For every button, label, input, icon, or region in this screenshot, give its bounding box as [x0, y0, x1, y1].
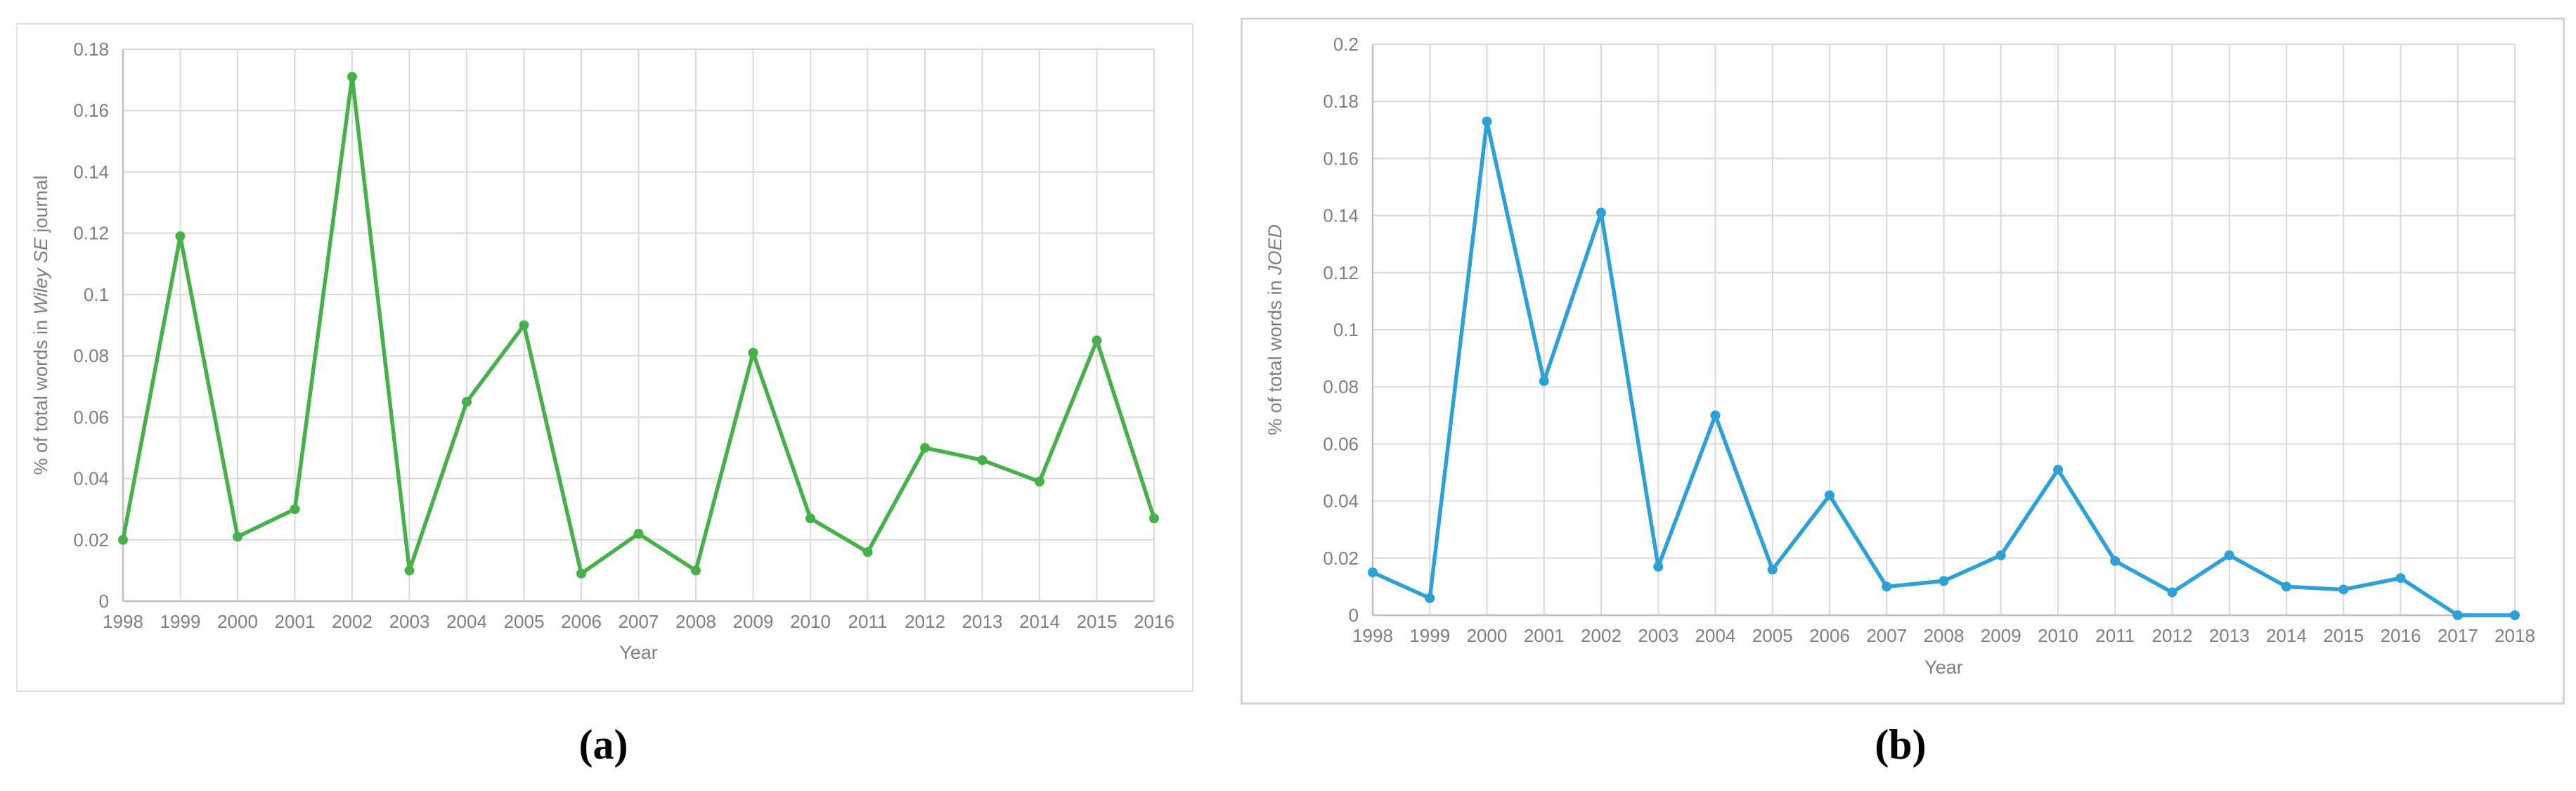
svg-text:0.08: 0.08: [73, 345, 109, 366]
gridlines-a: [123, 49, 1155, 601]
svg-text:0.02: 0.02: [1323, 548, 1359, 569]
svg-text:0.16: 0.16: [1323, 148, 1359, 169]
svg-text:2004: 2004: [1695, 625, 1736, 646]
svg-text:0.12: 0.12: [1323, 262, 1359, 283]
caption-a: (a): [578, 721, 628, 768]
svg-text:2006: 2006: [561, 611, 602, 632]
line-chart-a: 0 0.02 0.04 0.06 0.08 0.1 0.12 0.14 0.16 0.18 1998…: [30, 39, 1174, 663]
svg-text:0.2: 0.2: [1333, 34, 1359, 55]
svg-text:2007: 2007: [1866, 625, 1907, 646]
svg-text:2002: 2002: [1581, 625, 1622, 646]
svg-text:2005: 2005: [504, 611, 545, 632]
series-markers-b: [1368, 116, 2520, 620]
svg-text:0: 0: [1349, 605, 1359, 626]
y-tick-labels-b: 0 0.02 0.04 0.06 0.08 0.1 0.12 0.14 0.16 0.18 0.2: [1323, 34, 1359, 626]
x-tick-labels-a: 1998 1999 2000 2001 2002 2003 2004 2005 2006 2007…: [103, 611, 1174, 632]
svg-text:2012: 2012: [2152, 625, 2193, 646]
svg-text:2008: 2008: [1924, 625, 1965, 646]
svg-text:0.12: 0.12: [73, 223, 109, 244]
x-tick-labels-b: 1998 1999 2000 2001 2002 2003 2004 2005 2006 2007…: [1352, 625, 2535, 646]
svg-text:2018: 2018: [2494, 625, 2535, 646]
svg-text:2003: 2003: [1638, 625, 1678, 646]
svg-text:1998: 1998: [1352, 625, 1393, 646]
svg-text:2011: 2011: [848, 611, 888, 632]
axes-b: [1371, 44, 2515, 617]
svg-text:2015: 2015: [1077, 611, 1118, 632]
svg-text:0.08: 0.08: [1323, 376, 1359, 397]
svg-text:1999: 1999: [1409, 625, 1450, 646]
chart-panel-a: 0 0.02 0.04 0.06 0.08 0.1 0.12 0.14 0.16 0.18 1998…: [16, 23, 1193, 692]
x-axis-title-b: Year: [1924, 657, 1963, 678]
svg-text:2013: 2013: [962, 611, 1003, 632]
svg-text:0.06: 0.06: [73, 406, 109, 427]
svg-text:1999: 1999: [160, 611, 201, 632]
svg-text:2009: 2009: [1981, 625, 2021, 646]
series-markers-a: [118, 72, 1159, 579]
svg-text:2003: 2003: [389, 611, 430, 632]
svg-text:2010: 2010: [790, 611, 831, 632]
svg-text:0.14: 0.14: [73, 161, 109, 182]
svg-text:0.16: 0.16: [73, 100, 109, 121]
svg-text:2002: 2002: [332, 611, 373, 632]
svg-text:2016: 2016: [2381, 625, 2421, 646]
svg-text:2017: 2017: [2438, 625, 2478, 646]
chart-panel-b: 0 0.02 0.04 0.06 0.08 0.1 0.12 0.14 0.16 0.18 0.2 1…: [1241, 18, 2565, 705]
x-axis-title-a: Year: [619, 642, 658, 663]
svg-text:0.06: 0.06: [1323, 433, 1359, 454]
svg-text:2010: 2010: [2038, 625, 2078, 646]
axes-a: [122, 49, 1154, 603]
y-axis-title-a: % of total words in Wiley SE journal: [30, 176, 51, 475]
svg-text:2009: 2009: [733, 611, 774, 632]
caption-b: (b): [1875, 721, 1927, 768]
svg-text:0.04: 0.04: [73, 468, 109, 489]
y-axis-title-b: % of total words in JOED: [1264, 224, 1286, 435]
svg-text:1998: 1998: [103, 611, 143, 632]
svg-text:2004: 2004: [446, 611, 487, 632]
svg-text:2011: 2011: [2095, 625, 2135, 646]
line-chart-b: 0 0.02 0.04 0.06 0.08 0.1 0.12 0.14 0.16 0.18 0.2 1…: [1264, 34, 2535, 678]
svg-text:2000: 2000: [217, 611, 258, 632]
svg-text:2013: 2013: [2209, 625, 2250, 646]
svg-text:0.1: 0.1: [1333, 319, 1359, 340]
svg-text:2012: 2012: [905, 611, 945, 632]
svg-text:0.18: 0.18: [73, 39, 109, 60]
svg-text:0.1: 0.1: [84, 284, 109, 305]
svg-text:0.14: 0.14: [1323, 205, 1359, 226]
svg-text:2014: 2014: [2266, 625, 2307, 646]
svg-text:0.18: 0.18: [1323, 91, 1359, 112]
svg-text:2001: 2001: [1524, 625, 1565, 646]
svg-text:0.02: 0.02: [73, 529, 109, 551]
gridlines-b: [1373, 44, 2516, 615]
svg-text:2006: 2006: [1809, 625, 1850, 646]
svg-text:2005: 2005: [1752, 625, 1793, 646]
y-tick-labels-a: 0 0.02 0.04 0.06 0.08 0.1 0.12 0.14 0.16 0.18: [73, 39, 109, 612]
svg-text:2007: 2007: [619, 611, 659, 632]
svg-text:2014: 2014: [1019, 611, 1060, 632]
svg-text:2008: 2008: [675, 611, 716, 632]
svg-text:2015: 2015: [2323, 625, 2364, 646]
svg-text:0: 0: [99, 591, 109, 612]
svg-text:2016: 2016: [1134, 611, 1174, 632]
svg-text:0.04: 0.04: [1323, 491, 1359, 512]
svg-text:2000: 2000: [1467, 625, 1508, 646]
svg-text:2001: 2001: [275, 611, 316, 632]
